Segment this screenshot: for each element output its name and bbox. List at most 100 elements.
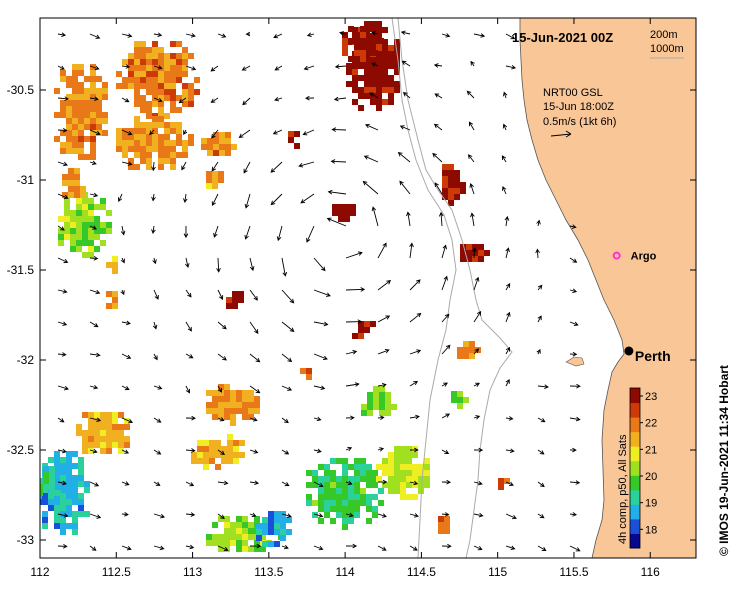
current-arrow: [377, 315, 391, 323]
current-arrow: [569, 512, 578, 517]
current-arrow: [371, 62, 379, 67]
current-arrow: [399, 125, 411, 131]
colorbar-tick-label: 19: [645, 498, 657, 510]
colorbar-segment: [630, 446, 640, 462]
current-arrow: [249, 543, 262, 549]
current-arrow: [281, 417, 289, 424]
current-arrow: [149, 129, 155, 136]
current-arrow: [183, 225, 189, 239]
x-axis: 112 112.5 113 113.5 114 114.5 115 115.5 116: [30, 18, 660, 579]
current-arrow: [210, 65, 219, 72]
current-arrow: [217, 545, 229, 552]
current-arrow: [441, 512, 450, 517]
y-tick-label: -32: [17, 353, 35, 367]
current-arrow: [441, 313, 450, 323]
current-arrow: [377, 545, 387, 551]
svg-text:Perth: Perth: [635, 348, 671, 364]
current-arrow: [272, 129, 283, 135]
y-tick-label: -33: [17, 533, 35, 547]
current-arrow: [434, 182, 443, 195]
current-arrow: [339, 31, 347, 36]
x-tick-label: 113.5: [254, 565, 283, 579]
current-arrow: [363, 155, 379, 163]
current-arrow: [569, 321, 579, 327]
current-arrow: [441, 449, 450, 455]
current-arrow: [371, 206, 379, 227]
current-arrow: [409, 349, 422, 355]
current-arrow: [377, 447, 385, 452]
current-arrow: [152, 321, 158, 330]
current-arrow: [57, 96, 70, 101]
current-arrow: [505, 283, 511, 291]
current-arrow: [434, 93, 443, 99]
current-arrow: [121, 449, 130, 454]
current-arrow: [535, 248, 540, 259]
current-arrow: [185, 385, 191, 394]
current-arrow: [185, 544, 195, 550]
current-arrow: [274, 65, 283, 71]
current-arrow: [153, 385, 163, 390]
current-arrow: [281, 385, 293, 391]
current-arrow: [57, 65, 65, 70]
current-arrow: [438, 211, 444, 227]
current-arrow: [120, 257, 125, 264]
current-arrow: [120, 289, 125, 296]
current-arrow: [504, 215, 510, 227]
current-arrow: [505, 416, 514, 421]
current-arrow: [441, 244, 447, 259]
current-arrow: [217, 513, 225, 519]
current-arrow: [569, 545, 581, 552]
current-arrow: [89, 384, 99, 390]
current-arrow: [505, 64, 517, 70]
contour-1000m: [391, 18, 457, 558]
current-arrow: [569, 383, 581, 389]
current-arrow: [441, 382, 448, 387]
x-tick-label: 112: [30, 565, 49, 579]
current-arrow: [441, 479, 452, 485]
current-arrow: [270, 161, 283, 173]
contour-200m: [397, 18, 513, 558]
colorbar-tick-label: 21: [645, 444, 657, 456]
current-arrow: [243, 161, 251, 174]
current-arrow: [313, 257, 326, 272]
current-arrow: [536, 219, 541, 227]
x-tick-label: 115.5: [559, 565, 588, 579]
current-arrow: [244, 193, 251, 209]
credit-text: © IMOS 19-Jun-2021 11:34 Hobart: [717, 365, 731, 556]
current-arrow: [466, 90, 475, 99]
current-arrow: [409, 480, 419, 486]
colorbar-tick-label: 18: [645, 524, 657, 536]
current-arrow: [120, 225, 126, 236]
current-arrow: [409, 279, 421, 291]
current-arrow: [313, 448, 322, 454]
current-arrow: [473, 382, 481, 387]
current-arrow: [281, 481, 290, 487]
current-arrow: [178, 97, 187, 104]
current-arrow: [473, 447, 484, 453]
x-tick-label: 116: [641, 565, 660, 579]
current-arrow: [569, 257, 578, 263]
current-arrow: [89, 129, 101, 136]
current-arrow: [217, 33, 227, 38]
current-arrow: [330, 159, 347, 164]
current-arrow: [369, 92, 379, 99]
current-arrow: [276, 225, 283, 242]
place-perth: Perth: [624, 346, 671, 364]
current-arrow: [401, 60, 411, 67]
current-arrow: [502, 123, 508, 131]
current-arrow: [281, 321, 295, 332]
place-argo: Argo: [612, 251, 657, 263]
current-arrow: [468, 121, 475, 131]
current-arrow: [281, 449, 290, 455]
current-arrow: [89, 96, 99, 102]
current-arrow: [505, 346, 510, 355]
current-arrow: [377, 479, 388, 485]
current-arrow: [377, 242, 387, 259]
current-arrow: [89, 513, 102, 519]
current-arrow: [57, 352, 67, 357]
sst-pixels: [40, 21, 510, 552]
current-arrow: [402, 91, 411, 99]
contour-label-200m: 200m: [650, 29, 678, 41]
current-arrow: [217, 480, 229, 486]
colorbar-segment: [630, 518, 640, 534]
